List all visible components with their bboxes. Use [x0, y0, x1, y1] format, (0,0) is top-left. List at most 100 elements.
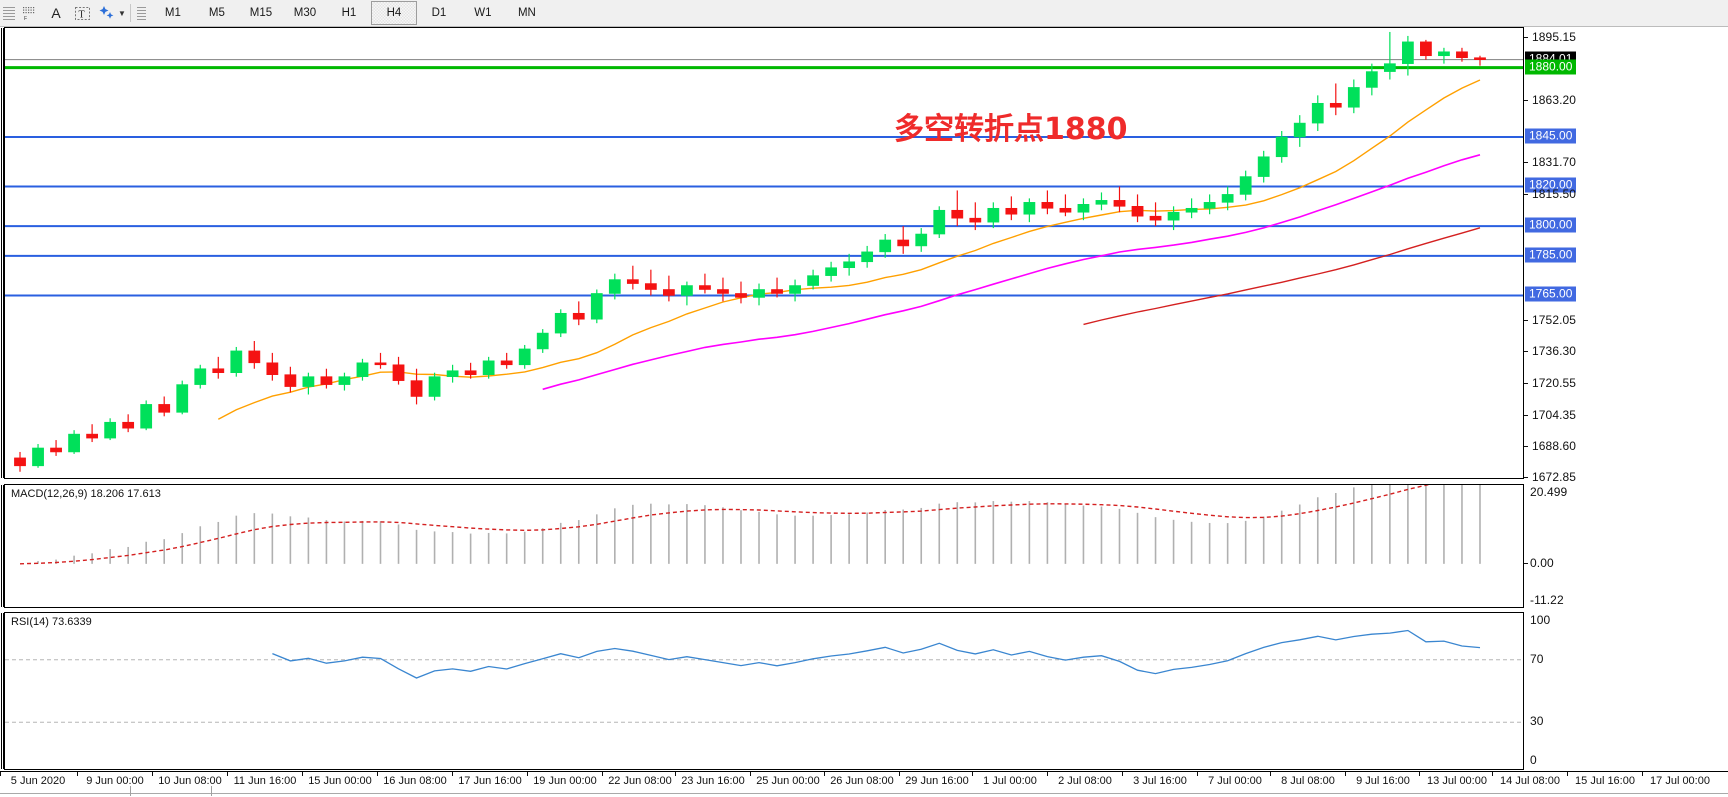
price-tick-mark — [1524, 194, 1528, 196]
time-tick-label: 11 Jun 16:00 — [233, 775, 297, 787]
rsi-indicator-panel[interactable]: RSI(14) 73.6339 — [1, 612, 1524, 770]
panel-left-edge — [1, 28, 4, 478]
time-scale[interactable]: 5 Jun 2020 9 Jun 00:00 10 Jun 08:00 11 Jun … — [0, 771, 1728, 794]
rsi-tick-label: 0 — [1530, 753, 1537, 767]
svg-text:T: T — [78, 9, 84, 20]
text-label-icon[interactable]: T — [69, 2, 95, 24]
macd-tick-label: 0.00 — [1530, 555, 1554, 570]
time-tick-mark — [0, 772, 1, 776]
macd-indicator-panel[interactable]: MACD(12,26,9) 18.206 17.613 — [1, 484, 1524, 608]
timeframe-mn[interactable]: MN — [517, 7, 536, 19]
price-chart-panel[interactable]: 多空转折点1880 — [1, 27, 1524, 479]
price-tick-mark — [1524, 445, 1528, 447]
dropdown-arrow-icon[interactable]: ▼ — [118, 8, 126, 18]
time-tick-mark — [377, 772, 378, 776]
time-tick-label: 26 Jun 08:00 — [830, 775, 894, 787]
price-level-badge[interactable]: 1820.00 — [1525, 177, 1577, 193]
price-tick-label: 1895.15 — [1532, 29, 1577, 44]
time-tick-label: 17 Jul 00:00 — [1650, 775, 1710, 787]
time-tick-mark — [1122, 772, 1123, 776]
time-tick-label: 23 Jun 16:00 — [681, 775, 745, 787]
macd-scale: 20.499 0.00 -11.22 — [1524, 484, 1728, 608]
time-tick-mark — [227, 772, 228, 776]
price-level-badge[interactable]: 1845.00 — [1525, 128, 1577, 144]
time-tick-label: 2 Jul 08:00 — [1058, 775, 1112, 787]
crosshair-icon[interactable]: F — [17, 2, 43, 24]
price-tick-mark — [1524, 477, 1528, 478]
time-tick-label: 7 Jul 00:00 — [1208, 775, 1262, 787]
time-tick-label: 1 Jul 00:00 — [983, 775, 1037, 787]
toolbar-separator — [129, 4, 131, 22]
svg-text:F: F — [24, 16, 27, 21]
timeframe-h1[interactable]: H1 — [341, 7, 357, 19]
price-tick-label: 1688.60 — [1532, 438, 1577, 453]
timeframe-m15[interactable]: M15 — [249, 7, 273, 19]
timeframe-w1[interactable]: W1 — [474, 7, 492, 19]
time-tick-label: 5 Jun 2020 — [10, 775, 66, 787]
timeframe-grip[interactable] — [136, 4, 146, 22]
price-tick-mark — [1524, 99, 1528, 101]
price-level-badge[interactable]: 1880.00 — [1525, 59, 1577, 75]
time-tick-label: 15 Jul 16:00 — [1575, 775, 1635, 787]
price-tick-mark — [1524, 320, 1528, 322]
price-tick-mark — [1524, 414, 1528, 416]
time-tick-mark — [899, 772, 900, 776]
chart-annotation-text: 多空转折点1880 — [894, 112, 1128, 147]
price-tick-label: 1831.70 — [1532, 155, 1577, 170]
text-tool-icon[interactable]: A — [51, 5, 61, 21]
price-level-badge[interactable]: 1785.00 — [1525, 247, 1577, 263]
time-tick-mark — [452, 772, 453, 776]
price-tick-mark — [1524, 36, 1528, 38]
panel-left-edge — [1, 485, 4, 607]
timeframe-h4[interactable]: H4 — [370, 1, 417, 25]
timeframe-m1[interactable]: M1 — [164, 7, 181, 19]
chart-tabs-strip[interactable] — [130, 786, 212, 796]
macd-plot-area[interactable] — [5, 485, 1523, 607]
time-tick-mark — [527, 772, 528, 776]
toolbar-grip[interactable] — [3, 3, 15, 23]
time-tick-mark — [750, 772, 751, 776]
macd-tick-label: -11.22 — [1530, 593, 1564, 607]
rsi-plot-area[interactable] — [5, 613, 1523, 769]
time-tick-label: 25 Jun 00:00 — [756, 775, 820, 787]
time-tick-mark — [602, 772, 603, 776]
timeframe-m5[interactable]: M5 — [208, 7, 225, 19]
time-tick-mark — [1419, 772, 1420, 776]
time-tick-mark — [1270, 772, 1271, 776]
timeframe-group: M1 M5 M15 M30 H1 H4 D1 W1 MN — [151, 1, 549, 25]
time-tick-mark — [152, 772, 153, 776]
time-tick-mark — [675, 772, 676, 776]
price-tick-label: 1736.30 — [1532, 344, 1577, 359]
timeframe-m30[interactable]: M30 — [293, 7, 317, 19]
price-level-badge[interactable]: 1765.00 — [1525, 286, 1577, 302]
price-tick-label: 1863.20 — [1532, 92, 1577, 107]
price-tick-label: 1672.85 — [1532, 470, 1577, 484]
time-tick-label: 19 Jun 00:00 — [533, 775, 597, 787]
time-tick-mark — [1197, 772, 1198, 776]
time-tick-mark — [77, 772, 78, 776]
rsi-label: RSI(14) 73.6339 — [11, 616, 92, 628]
objects-icon[interactable] — [95, 2, 121, 24]
time-tick-mark — [1642, 772, 1643, 776]
price-tick-label: 1720.55 — [1532, 375, 1577, 390]
timeframe-d1[interactable]: D1 — [431, 7, 447, 19]
price-tick-mark — [1524, 382, 1528, 384]
price-tick-mark — [1524, 351, 1528, 353]
price-level-badge[interactable]: 1800.00 — [1525, 217, 1577, 233]
price-tick-label: 1815.50 — [1532, 187, 1577, 202]
time-tick-mark — [824, 772, 825, 776]
time-tick-label: 15 Jun 00:00 — [308, 775, 372, 787]
time-tick-label: 17 Jun 16:00 — [458, 775, 522, 787]
price-plot-area[interactable] — [5, 28, 1523, 478]
time-tick-label: 29 Jun 16:00 — [905, 775, 969, 787]
time-tick-label: 8 Jul 08:00 — [1281, 775, 1335, 787]
price-scale[interactable]: 1895.151884.011880.001863.201845.001831.… — [1524, 27, 1728, 484]
time-tick-mark — [972, 772, 973, 776]
macd-label: MACD(12,26,9) 18.206 17.613 — [11, 488, 161, 500]
macd-tick-mark — [1524, 562, 1528, 564]
price-tick-label: 1752.05 — [1532, 313, 1577, 328]
time-tick-mark — [1492, 772, 1493, 776]
time-tick-label: 22 Jun 08:00 — [608, 775, 672, 787]
price-tick-mark — [1524, 162, 1528, 164]
